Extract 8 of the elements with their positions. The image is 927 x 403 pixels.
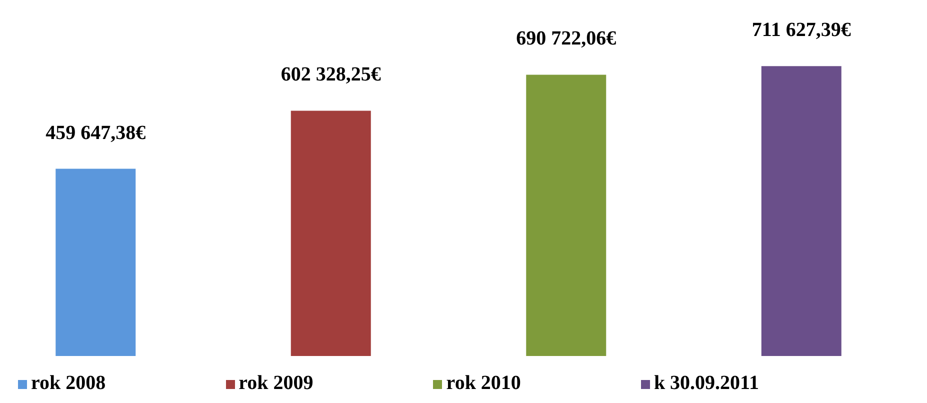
data-label: 602 328,25€ [280, 64, 381, 86]
data-label: 690 722,06€ [516, 28, 616, 50]
legend-label: k 30.09.2011 [654, 372, 759, 394]
legend-label: rok 2010 [446, 372, 521, 394]
data-label: 711 627,39€ [752, 19, 851, 42]
legend-label: rok 2008 [31, 372, 106, 394]
data-label: 459 647,38€ [46, 122, 146, 144]
legend-label: rok 2009 [238, 372, 314, 394]
